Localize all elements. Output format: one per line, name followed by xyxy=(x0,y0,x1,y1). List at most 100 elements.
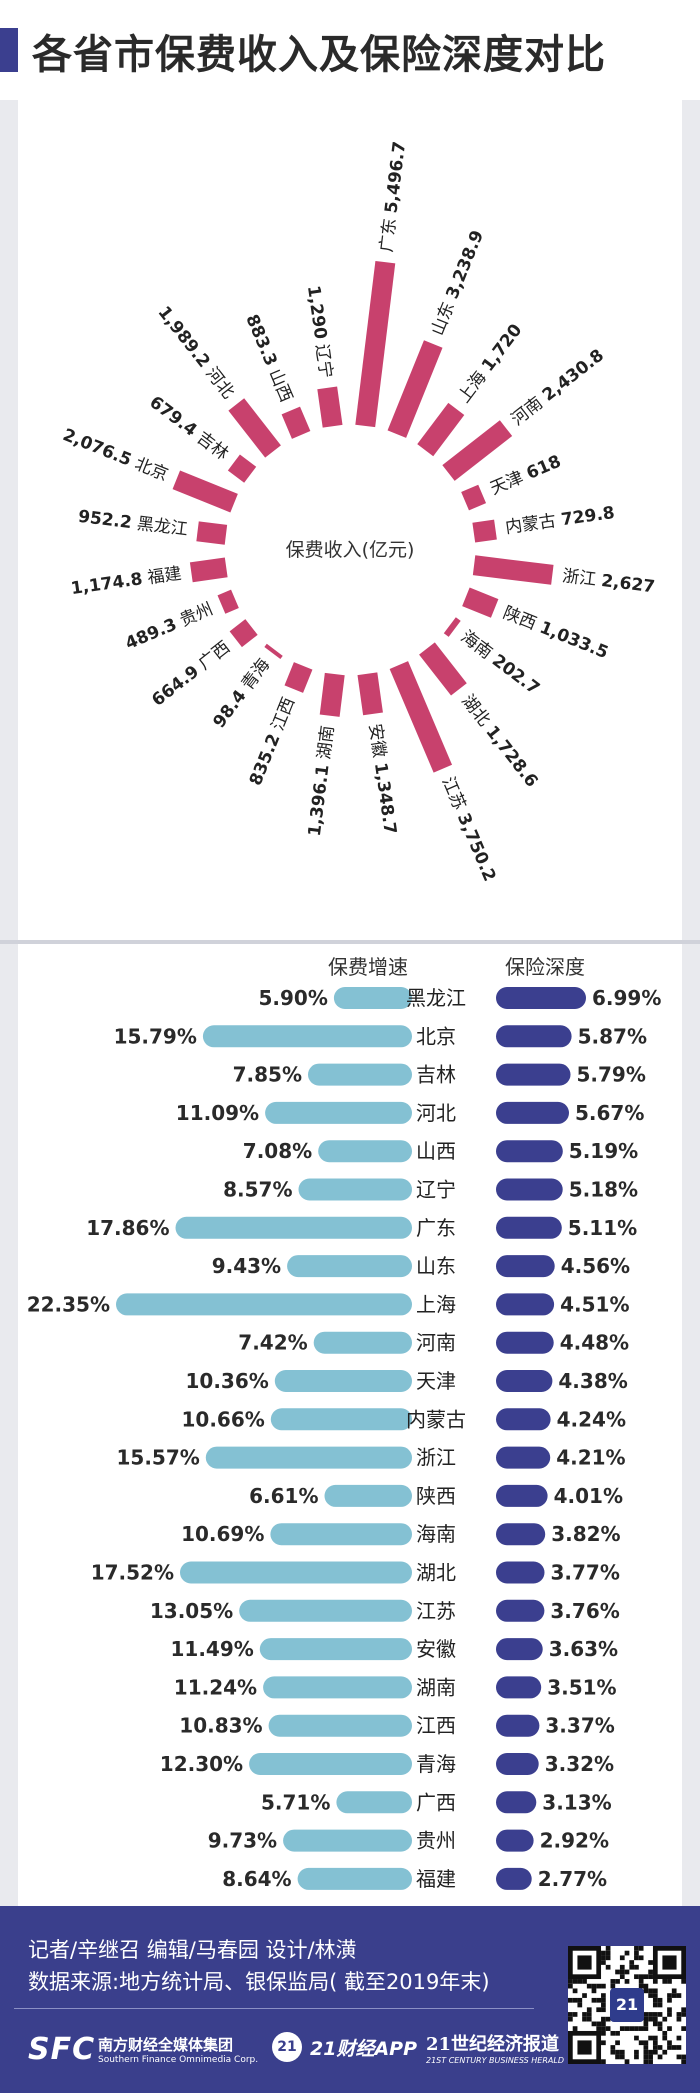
qr-badge-icon: 21 xyxy=(610,1988,644,2022)
category-label: 江苏 xyxy=(416,1599,456,1623)
growth-bar xyxy=(265,1101,412,1124)
radial-category-label: 江西 xyxy=(268,695,299,734)
qr-module xyxy=(634,1964,639,1970)
qr-module xyxy=(634,2049,639,2055)
radial-value-label: 98.4 xyxy=(209,686,250,732)
radial-bar-17 xyxy=(189,557,228,583)
depth-value-label: 4.51% xyxy=(560,1292,629,1316)
qr-module xyxy=(619,2049,625,2055)
depth-value-label: 3.13% xyxy=(542,1790,611,1814)
qr-module xyxy=(624,2026,630,2031)
qr-module xyxy=(643,1983,649,1989)
radial-bar-20 xyxy=(227,454,257,483)
radial-bar xyxy=(472,555,554,585)
radial-category-label: 辽宁 xyxy=(311,343,336,379)
radial-category-label: 江苏 xyxy=(437,774,469,813)
qr-module xyxy=(676,2045,682,2050)
depth-value-label: 4.48% xyxy=(560,1331,629,1355)
radial-bar xyxy=(264,643,283,660)
radial-bar xyxy=(217,589,239,614)
growth-value-label: 6.61% xyxy=(249,1484,318,1508)
radial-value-label: 1,290 xyxy=(303,284,330,340)
radial-value-label: 3,238.9 xyxy=(442,228,488,302)
radial-label: 山东 3,238.9 xyxy=(428,228,488,339)
category-label: 湖南 xyxy=(416,1675,456,1699)
app-logo: 21 21财经APP xyxy=(272,2032,417,2062)
radial-bar xyxy=(319,672,345,717)
category-label: 江西 xyxy=(416,1714,456,1738)
qr-module xyxy=(601,1950,606,1956)
growth-value-label: 8.57% xyxy=(223,1178,292,1202)
credits-line: 记者/辛继召 编辑/马春园 设计/林潢 xyxy=(28,1938,357,1962)
radial-label: 浙江 2,627 xyxy=(561,566,656,597)
depth-bar xyxy=(496,1676,542,1699)
qr-module xyxy=(568,1979,573,1984)
qr-module xyxy=(652,1997,658,2003)
radial-category-label: 内蒙古 xyxy=(504,511,557,538)
qr-module xyxy=(662,2049,668,2055)
depth-bar xyxy=(496,1753,539,1775)
growth-value-label: 10.36% xyxy=(185,1369,268,1393)
radial-category-label: 河南 xyxy=(508,393,547,430)
qr-module xyxy=(572,2026,578,2031)
depth-bar xyxy=(496,1714,540,1737)
radial-label: 上海 1,720 xyxy=(454,320,526,407)
section-divider xyxy=(0,940,700,944)
growth-bar xyxy=(297,1867,412,1890)
qr-module xyxy=(648,1960,653,1965)
qr-module xyxy=(667,1997,672,2003)
qr-module xyxy=(605,1955,611,1961)
qr-module xyxy=(615,2049,620,2055)
radial-bar xyxy=(284,662,313,693)
qr-module xyxy=(605,1946,611,1951)
radial-category-label: 山西 xyxy=(264,366,296,405)
app-badge-icon: 21 xyxy=(272,2032,302,2062)
qr-module xyxy=(657,2026,663,2031)
radial-label: 广东 5,496.7 xyxy=(377,140,410,253)
qr-module xyxy=(681,1979,686,1984)
category-label: 青海 xyxy=(416,1752,456,1776)
growth-value-label: 9.43% xyxy=(212,1254,281,1278)
growth-value-label: 11.49% xyxy=(170,1637,253,1661)
radial-label: 湖北 1,728.6 xyxy=(457,691,541,791)
qr-module xyxy=(591,1988,597,1994)
qr-module xyxy=(652,2012,658,2017)
category-label: 辽宁 xyxy=(416,1178,456,1202)
qr-module xyxy=(586,1983,592,1989)
radial-value-label: 1,720 xyxy=(478,320,526,375)
radial-bar-2 xyxy=(417,402,465,457)
qr-module xyxy=(662,2030,668,2036)
radial-bar xyxy=(355,260,396,428)
qr-code[interactable]: 21 xyxy=(568,1946,686,2064)
radial-bar-10 xyxy=(389,661,453,773)
radial-bar xyxy=(228,398,281,458)
qr-finder-core xyxy=(662,1955,677,1970)
qr-module xyxy=(568,1997,573,2003)
qr-module xyxy=(638,1955,644,1961)
depth-bar xyxy=(496,1523,546,1546)
depth-value-label: 6.99% xyxy=(592,986,661,1010)
qr-module xyxy=(619,1955,625,1961)
radial-category-label: 黑龙江 xyxy=(136,514,189,540)
radial-category-label: 吉林 xyxy=(193,428,232,464)
depth-value-label: 3.77% xyxy=(551,1561,620,1585)
qr-module xyxy=(624,1950,630,1956)
radial-category-label: 浙江 xyxy=(561,566,597,590)
radial-category-label: 上海 xyxy=(454,368,490,407)
category-label: 贵州 xyxy=(416,1829,456,1853)
qr-module xyxy=(638,1983,644,1989)
radial-bar xyxy=(196,521,228,545)
qr-module xyxy=(577,1997,583,2003)
qr-module xyxy=(601,1983,606,1989)
qr-module xyxy=(615,1969,620,1975)
qr-module xyxy=(681,2059,686,2064)
radial-label: 1,989.2 河北 xyxy=(154,303,238,403)
qr-module xyxy=(638,2040,644,2046)
qr-module xyxy=(615,2040,620,2046)
growth-bar xyxy=(270,1523,412,1546)
qr-module xyxy=(605,2026,611,2031)
growth-bar xyxy=(249,1753,412,1775)
radial-bar-18 xyxy=(196,521,228,545)
category-label: 山东 xyxy=(416,1254,456,1278)
